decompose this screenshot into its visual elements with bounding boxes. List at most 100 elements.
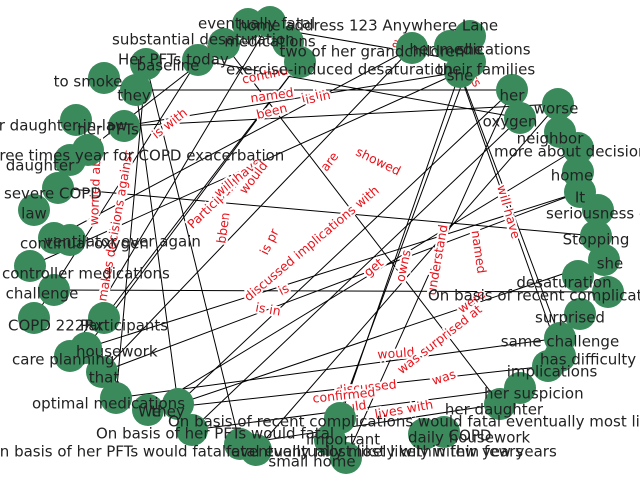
graph-node [100, 382, 132, 414]
node-label: fatal eventually most likely within few … [226, 443, 557, 461]
edge-line [33, 59, 199, 319]
node-label: more about decisions [494, 143, 640, 161]
graph-node [120, 74, 152, 106]
node-label: oxygen [483, 113, 538, 131]
graph-node [484, 388, 516, 420]
graph-node [564, 298, 596, 330]
edge-line [101, 47, 413, 373]
node-label-layer: two of her grandchildrensheheroxygenwors… [0, 15, 640, 471]
graph-node [330, 442, 362, 474]
graph-node [542, 88, 574, 120]
node-label: she [597, 255, 624, 273]
edge-line [191, 387, 521, 431]
node-label: home address 123 Anywhere Lane [238, 17, 498, 35]
edge-line [223, 43, 501, 405]
graph-node [108, 110, 140, 142]
node-label: they [151, 403, 185, 421]
graph-node [562, 132, 594, 164]
node-label: Stopping [563, 231, 630, 249]
node-label: three times year for COPD exacerbation [0, 147, 284, 165]
graph-node [396, 32, 428, 64]
edge-line [145, 63, 241, 445]
node-label: severe COPD [4, 185, 102, 203]
node-label: to smoke [54, 73, 123, 91]
edge-label: been [213, 211, 232, 244]
edge-line [147, 147, 579, 411]
graph-node [224, 428, 256, 460]
edge-line [53, 47, 413, 239]
node-label: exercise-induced desaturation [226, 61, 453, 79]
edge-line [69, 21, 271, 357]
node-label: challenge [6, 285, 79, 303]
node-label: On basis of recent complications [428, 287, 640, 305]
edge-line [329, 61, 471, 441]
node-label: housework [76, 343, 158, 361]
graph-node [88, 302, 120, 334]
edge-line [123, 71, 461, 127]
graph-node [454, 20, 486, 52]
edge-label: owns [392, 248, 413, 283]
node-label: COPD 222Rx [8, 317, 104, 335]
node-label: her medications [409, 41, 530, 59]
edge-line [29, 71, 461, 267]
node-label: It [575, 189, 585, 207]
edge-line [85, 191, 581, 349]
edge-label: understand [423, 223, 450, 296]
graph-node [14, 250, 46, 282]
node-layer [14, 6, 624, 474]
node-label: neighbor [517, 130, 585, 148]
edge-line [115, 337, 561, 399]
node-label: surprised [535, 309, 605, 327]
node-label: they [117, 87, 151, 105]
edge-label: be [214, 219, 231, 237]
edge-line [449, 45, 561, 357]
graph-node [54, 340, 86, 372]
graph-node [532, 350, 564, 382]
edge-label: is [276, 280, 292, 298]
edge-label: would [377, 344, 415, 362]
edge-label: showed [354, 144, 404, 178]
graph-node [504, 102, 536, 134]
graph-node [176, 414, 208, 446]
node-label: same challenge [501, 333, 619, 351]
edge-label: will have [494, 183, 524, 241]
graph-node [42, 172, 74, 204]
node-label: ventilator ever again [44, 233, 201, 251]
edge-line [101, 191, 581, 373]
node-label: two of her grandchildren [279, 43, 464, 61]
edge-line [147, 365, 549, 411]
node-label: implications [507, 363, 598, 381]
node-label: her suspicion [484, 385, 584, 403]
node-label: care planning [12, 351, 114, 369]
edge-line [177, 89, 513, 405]
node-label: seriousness of it [546, 205, 640, 223]
edge-line [459, 71, 561, 339]
node-label: Participants [80, 317, 168, 335]
node-label: she [447, 67, 474, 85]
edge-line [115, 63, 147, 399]
edge-line [239, 403, 501, 445]
edge-line [57, 187, 597, 237]
node-label: small home [268, 453, 355, 471]
node-label: daily housework [408, 429, 531, 447]
node-label: her [500, 87, 526, 105]
node-label: that [89, 369, 120, 387]
graph-node [162, 388, 194, 420]
node-label: their families [437, 61, 536, 79]
graph-node [496, 74, 528, 106]
node-label: she [457, 41, 484, 59]
node-label: medications [224, 33, 316, 51]
node-label: home [551, 167, 594, 185]
edge-line [123, 103, 559, 127]
node-label: continual oxygen [20, 235, 149, 253]
edge-line [103, 61, 301, 319]
edge-label: was [430, 366, 458, 388]
graph-node [88, 62, 120, 94]
edge-line [345, 89, 513, 459]
node-label: has difficulty [540, 351, 636, 369]
edge-line [85, 61, 301, 349]
graph-node [562, 260, 594, 292]
graph-node [54, 224, 86, 256]
node-label: optimal medications [32, 395, 185, 413]
